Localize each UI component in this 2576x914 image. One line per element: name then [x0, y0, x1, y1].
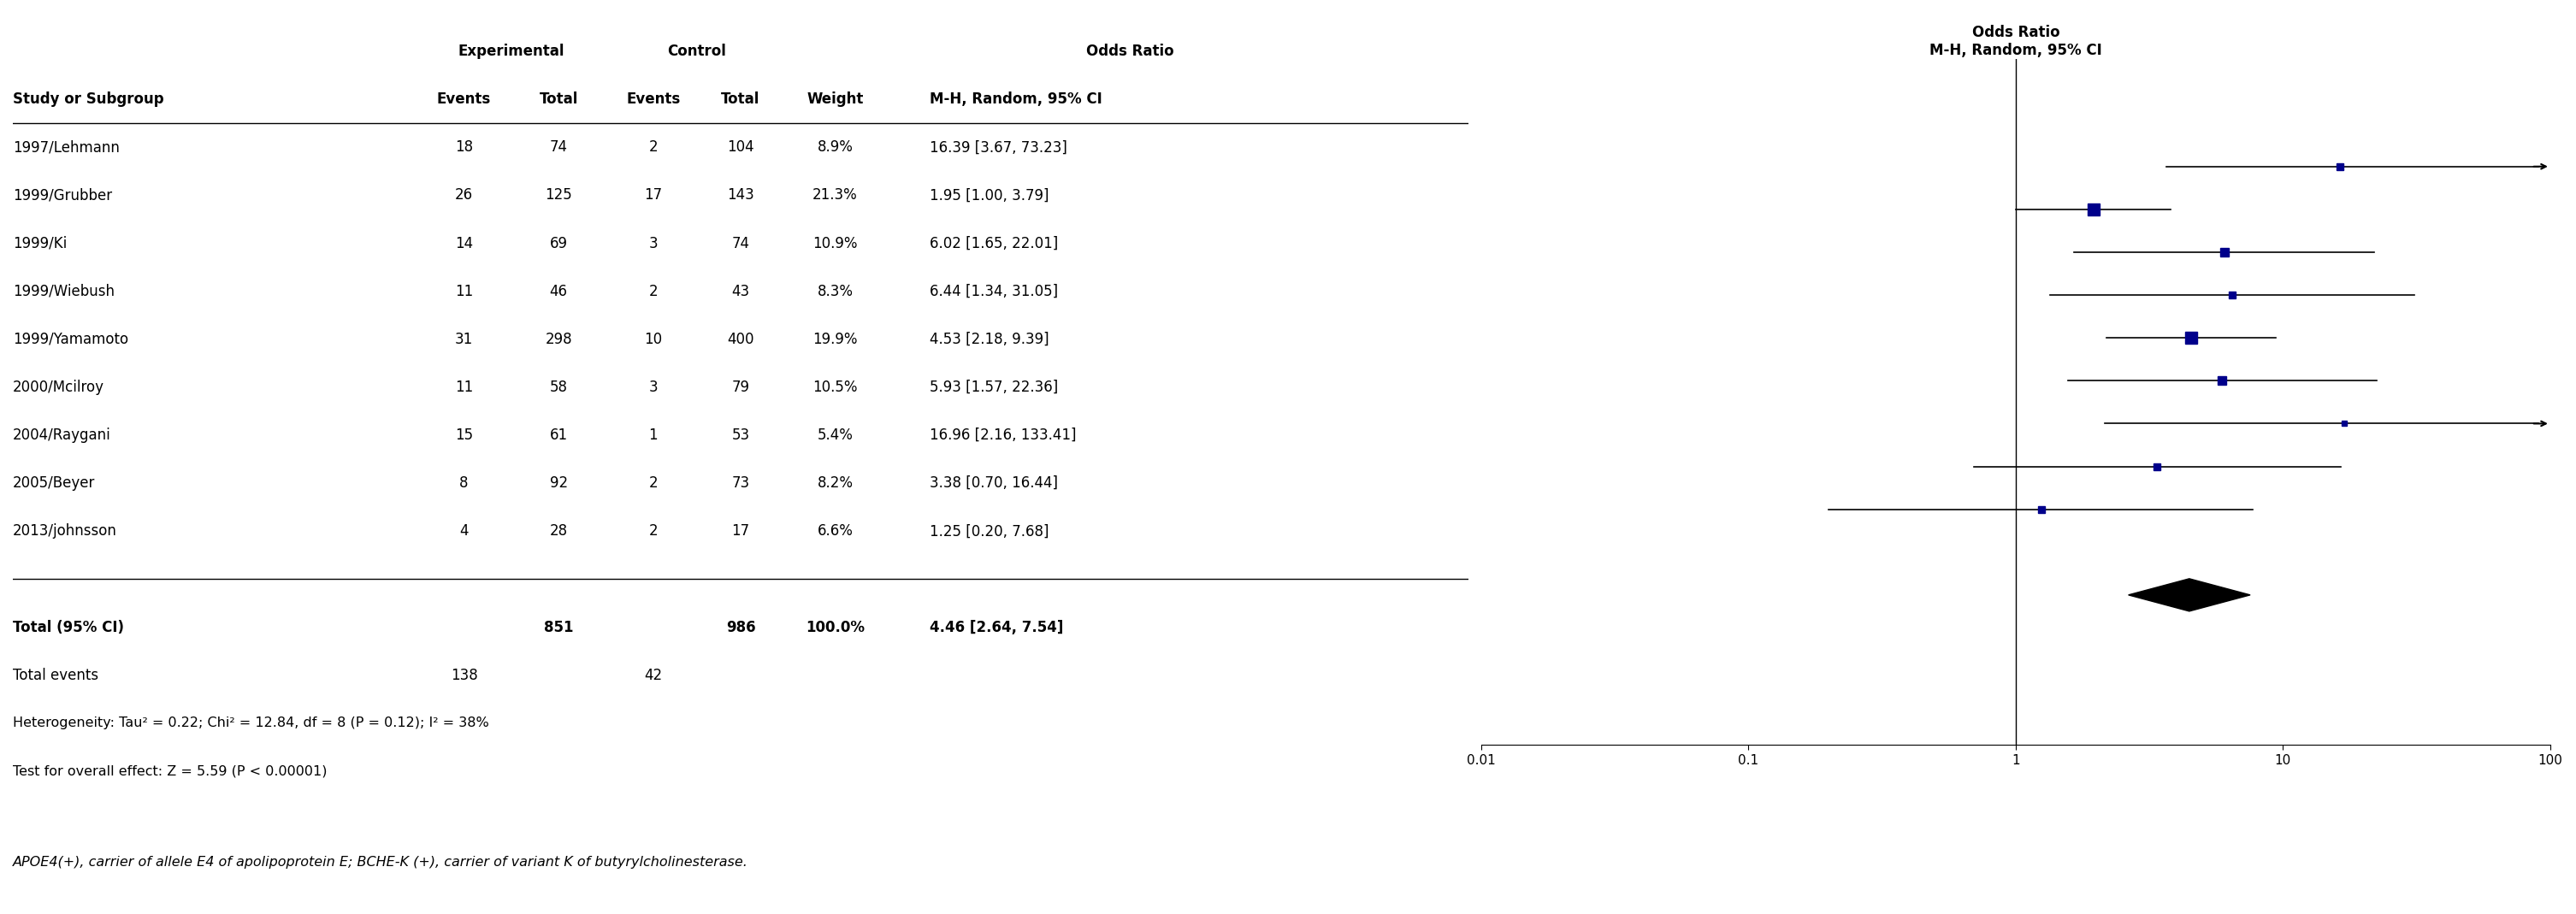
Text: Test for overall effect: Z = 5.59 (P < 0.00001): Test for overall effect: Z = 5.59 (P < 0… [13, 765, 327, 778]
Text: 143: 143 [726, 187, 755, 203]
Text: 2004/Raygani: 2004/Raygani [13, 428, 111, 443]
Text: 4.53 [2.18, 9.39]: 4.53 [2.18, 9.39] [930, 332, 1048, 347]
Text: 74: 74 [732, 236, 750, 251]
Text: 10.9%: 10.9% [814, 236, 858, 251]
Text: 1: 1 [649, 428, 657, 443]
Text: 298: 298 [546, 332, 572, 347]
Text: 19.9%: 19.9% [814, 332, 858, 347]
Text: 2: 2 [649, 283, 657, 299]
Text: 3: 3 [649, 379, 657, 395]
Text: 17: 17 [732, 524, 750, 539]
Polygon shape [2128, 579, 2251, 611]
Text: Experimental: Experimental [459, 44, 564, 59]
Text: 8.9%: 8.9% [817, 140, 853, 155]
Text: 2005/Beyer: 2005/Beyer [13, 475, 95, 491]
Text: 986: 986 [726, 620, 755, 635]
Text: 104: 104 [726, 140, 755, 155]
Text: 21.3%: 21.3% [811, 187, 858, 203]
Text: 5.4%: 5.4% [817, 428, 853, 443]
Text: 400: 400 [726, 332, 755, 347]
Text: 2013/johnsson: 2013/johnsson [13, 524, 116, 539]
Text: 125: 125 [546, 187, 572, 203]
Text: 69: 69 [549, 236, 567, 251]
Text: Total events: Total events [13, 667, 98, 683]
Text: 18: 18 [456, 140, 474, 155]
Text: 10: 10 [644, 332, 662, 347]
Text: 42: 42 [644, 667, 662, 683]
Text: 26: 26 [456, 187, 474, 203]
Text: 4: 4 [459, 524, 469, 539]
Text: Odds Ratio: Odds Ratio [1087, 44, 1175, 59]
Text: 8.3%: 8.3% [817, 283, 853, 299]
Text: 2: 2 [649, 475, 657, 491]
Text: 2000/Mcilroy: 2000/Mcilroy [13, 379, 106, 395]
Text: 74: 74 [549, 140, 567, 155]
Text: 851: 851 [544, 620, 574, 635]
Text: APOE4(+), carrier of allele E4 of apolipoprotein E; BCHE-K (+), carrier of varia: APOE4(+), carrier of allele E4 of apolip… [13, 856, 747, 868]
Text: 1999/Yamamoto: 1999/Yamamoto [13, 332, 129, 347]
Text: 1.25 [0.20, 7.68]: 1.25 [0.20, 7.68] [930, 524, 1048, 539]
Text: 79: 79 [732, 379, 750, 395]
Text: 6.02 [1.65, 22.01]: 6.02 [1.65, 22.01] [930, 236, 1059, 251]
Text: 31: 31 [456, 332, 474, 347]
Text: 6.6%: 6.6% [817, 524, 853, 539]
Text: 92: 92 [549, 475, 567, 491]
Text: 4.46 [2.64, 7.54]: 4.46 [2.64, 7.54] [930, 620, 1064, 635]
Text: 3.38 [0.70, 16.44]: 3.38 [0.70, 16.44] [930, 475, 1059, 491]
Text: Total: Total [721, 91, 760, 107]
Text: Study or Subgroup: Study or Subgroup [13, 91, 165, 107]
Text: 73: 73 [732, 475, 750, 491]
Text: 11: 11 [456, 379, 474, 395]
Text: 11: 11 [456, 283, 474, 299]
Text: 16.96 [2.16, 133.41]: 16.96 [2.16, 133.41] [930, 428, 1077, 443]
Text: 46: 46 [549, 283, 567, 299]
Text: Weight: Weight [806, 91, 863, 107]
Text: 2: 2 [649, 524, 657, 539]
Text: 100.0%: 100.0% [806, 620, 866, 635]
Text: 17: 17 [644, 187, 662, 203]
Text: 53: 53 [732, 428, 750, 443]
Text: 1999/Grubber: 1999/Grubber [13, 187, 113, 203]
Text: Events: Events [626, 91, 680, 107]
Text: 1997/Lehmann: 1997/Lehmann [13, 140, 118, 155]
Text: Control: Control [667, 44, 726, 59]
Text: 10.5%: 10.5% [814, 379, 858, 395]
Text: 58: 58 [549, 379, 567, 395]
Text: Total: Total [538, 91, 577, 107]
Text: 138: 138 [451, 667, 477, 683]
Text: Total (95% CI): Total (95% CI) [13, 620, 124, 635]
Text: 28: 28 [549, 524, 567, 539]
Title: Odds Ratio
M-H, Random, 95% CI: Odds Ratio M-H, Random, 95% CI [1929, 25, 2102, 58]
Text: Heterogeneity: Tau² = 0.22; Chi² = 12.84, df = 8 (P = 0.12); I² = 38%: Heterogeneity: Tau² = 0.22; Chi² = 12.84… [13, 717, 489, 729]
Text: 6.44 [1.34, 31.05]: 6.44 [1.34, 31.05] [930, 283, 1059, 299]
Text: Events: Events [438, 91, 492, 107]
Text: 1999/Ki: 1999/Ki [13, 236, 67, 251]
Text: 8: 8 [459, 475, 469, 491]
Text: M-H, Random, 95% CI: M-H, Random, 95% CI [930, 91, 1103, 107]
Text: 1.95 [1.00, 3.79]: 1.95 [1.00, 3.79] [930, 187, 1048, 203]
Text: 43: 43 [732, 283, 750, 299]
Text: 61: 61 [549, 428, 567, 443]
Text: 15: 15 [456, 428, 474, 443]
Text: 8.2%: 8.2% [817, 475, 853, 491]
Text: 14: 14 [456, 236, 474, 251]
Text: 3: 3 [649, 236, 657, 251]
Text: 1999/Wiebush: 1999/Wiebush [13, 283, 116, 299]
Text: 5.93 [1.57, 22.36]: 5.93 [1.57, 22.36] [930, 379, 1059, 395]
Text: 2: 2 [649, 140, 657, 155]
Text: 16.39 [3.67, 73.23]: 16.39 [3.67, 73.23] [930, 140, 1066, 155]
